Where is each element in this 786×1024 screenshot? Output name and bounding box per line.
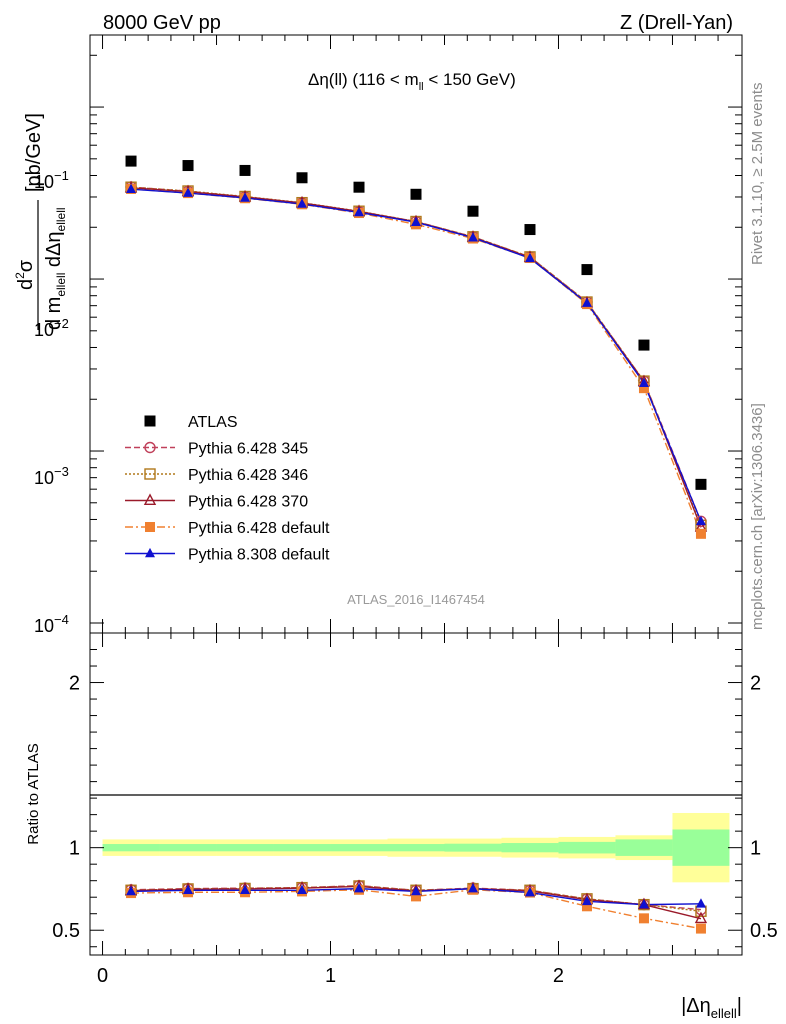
legend-marker-atlas [144,415,156,427]
svg-text:[pb/GeV]: [pb/GeV] [23,113,45,192]
ratio-point-pythia-8-308-default [240,884,251,895]
legend: ATLAS Pythia 6.428 345 Pythia 6.428 346 Pyt… [125,414,330,564]
ratio-point-pythia-6-428-default [411,891,421,902]
ratio-stat-band [672,829,730,866]
data-point-atlas [581,264,593,276]
ratio-stat-band [273,844,331,852]
ratio-stat-band [102,844,160,852]
ratio-stat-band [159,844,217,852]
header-right-label: Z (Drell-Yan) [620,12,733,34]
legend-label-pythia-6-428-345: Pythia 6.428 345 [188,441,308,458]
ratio-stat-band [444,843,502,852]
main-panel-frame [89,34,743,634]
ratio-stat-band [558,841,616,854]
x-axis-label: |Δηellell| [681,995,742,1021]
legend-marker-pythia-6-428-default [145,522,155,532]
ratio-stat-band [330,844,388,852]
mcplots-label: mcplots.cern.ch [arXiv:1306.3436] [749,403,766,630]
x-tick-label: 0 [97,965,108,987]
data-point-pythia-8-308-default [411,216,421,226]
data-point-atlas [524,224,536,236]
main-chart-title: Δη(ll) (116 < mll < 150 GeV) [308,70,516,93]
data-point-atlas [125,155,137,167]
ratio-line-pythia-6-428-345 [131,884,702,911]
main-axis-ticks [90,35,742,633]
x-tick-label: 2 [553,965,564,987]
y-tick-label-1e-4: 10−4 [34,612,69,636]
data-point-pythia-8-308-default [354,206,365,217]
x-tick-label: 1 [325,965,336,987]
data-point-pythia-8-308-default [240,192,251,202]
legend-label-pythia-6-428-346: Pythia 6.428 346 [188,467,308,484]
main-series-markers [124,155,708,539]
ratio-y-tick-label: 2 [69,673,80,695]
data-point-pythia-8-308-default [581,297,592,307]
ratio-point-pythia-8-308-default [524,887,535,897]
ratio-panel-frame [89,632,743,956]
data-point-atlas [695,478,707,490]
data-point-pythia-8-308-default [297,198,308,208]
data-point-atlas [410,188,422,200]
legend-label-pythia-6-428-370: Pythia 6.428 370 [188,494,308,511]
legend-marker-pythia-8-308-default [145,547,155,558]
legend-label-pythia-8-308-default: Pythia 8.308 default [188,547,330,564]
ratio-y-tick-label: 0.5 [52,920,80,942]
data-point-pythia-8-308-default [183,187,194,197]
ratio-point-pythia-6-428-default [581,901,592,912]
ratio-point-pythia-8-308-default [126,885,137,896]
ratio-uncertainty-bands [102,812,730,883]
ratio-point-pythia-8-308-default [695,898,706,908]
ratio-point-pythia-8-308-default [467,883,478,893]
rivet-version-label: Rivet 3.1.10, ≥ 2.5M events [749,83,766,266]
data-point-atlas [638,339,650,351]
ratio-point-pythia-6-428-default [695,923,706,934]
legend-label-atlas: ATLAS [188,414,238,431]
svg-text:d2σ: d2σ [13,259,37,290]
data-point-pythia-6-428-default [695,528,706,539]
main-y-axis-label: d mellell dΔηellell d2σ [pb/GeV] [13,113,68,330]
analysis-watermark: ATLAS_2016_I1467454 [347,592,485,607]
ratio-y-tick-label: 1 [69,838,80,860]
legend-label-pythia-6-428-default: Pythia 6.428 default [188,520,330,537]
legend-marker-pythia-6-428-370 [143,493,157,505]
y-tick-label-1e-3: 10−3 [34,464,69,488]
ratio-point-pythia-8-308-default [297,884,308,895]
ratio-stat-band [216,844,274,852]
ratio-y-axis-label: Ratio to ATLAS [25,743,42,844]
data-point-pythia-8-308-default [524,252,535,263]
ratio-series-markers [124,879,708,934]
ratio-point-pythia-8-308-default [411,885,421,896]
ratio-y-tick-label-right: 0.5 [750,920,778,942]
ratio-point-pythia-8-308-default [638,899,649,909]
header-left-label: 8000 GeV pp [103,12,221,34]
ratio-axis-ticks: 0.5 0.5 1 1 2 2 0 1 2 [52,633,778,987]
svg-text:d mellell dΔηellell: d mellell dΔηellell [43,207,68,330]
data-point-atlas [182,160,194,172]
ratio-y-tick-label-right: 1 [750,838,761,860]
data-point-pythia-8-308-default [695,515,706,526]
ratio-stat-band [615,839,673,856]
data-point-pythia-8-308-default [467,232,478,242]
ratio-y-tick-label-right: 2 [750,673,761,695]
legend-marker-pythia-6-428-346 [144,468,156,480]
ratio-stat-band [501,843,559,853]
data-point-pythia-8-308-default [638,377,649,387]
ratio-point-pythia-6-428-370 [694,911,708,924]
data-point-pythia-8-308-default [126,183,137,193]
data-point-atlas [296,172,308,184]
legend-marker-pythia-6-428-345 [144,441,156,454]
data-point-pythia-6-428-default [638,383,649,394]
ratio-point-pythia-8-308-default [354,883,365,893]
series-line-pythia-6-428-default [130,188,702,535]
ratio-point-pythia-8-308-default [183,884,194,895]
data-point-atlas [353,181,365,193]
ratio-point-pythia-8-308-default [581,895,592,906]
data-point-atlas [239,164,251,176]
ratio-point-pythia-6-428-default [638,913,649,924]
ratio-stat-band [387,844,445,852]
data-point-atlas [467,205,479,217]
